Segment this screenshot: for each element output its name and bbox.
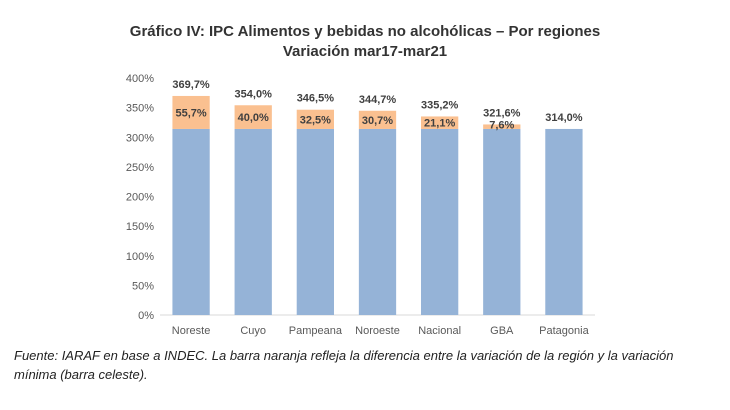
x-tick-label: Nacional <box>418 325 461 337</box>
y-tick-label: 250% <box>126 162 154 174</box>
x-tick-label: Noroeste <box>355 325 400 337</box>
chart-title: Gráfico IV: IPC Alimentos y bebidas no a… <box>129 23 601 40</box>
x-tick-label: Cuyo <box>240 325 266 337</box>
bar-base <box>234 128 272 315</box>
total-data-label: 321,6% <box>483 107 521 119</box>
difference-data-label: 30,7% <box>362 115 393 127</box>
total-data-label: 354,0% <box>235 88 273 100</box>
y-tick-label: 400% <box>126 73 154 85</box>
difference-data-label: 40,0% <box>238 112 269 124</box>
chart-subtitle: Variación mar17-mar21 <box>282 43 448 60</box>
bar-base <box>358 128 397 315</box>
difference-data-label: 21,1% <box>424 118 455 130</box>
bar-chart: 0% 50% 100% 150% 200% 250% 300% 350% 400% 369,7% 5… <box>126 73 595 337</box>
total-data-label: 369,7% <box>172 79 210 91</box>
y-tick-label: 200% <box>126 192 154 204</box>
x-tick-label: Noreste <box>172 325 211 337</box>
bar-base <box>172 128 210 315</box>
total-data-label: 344,7% <box>359 94 397 106</box>
x-tick-label: GBA <box>490 325 514 337</box>
y-tick-label: 350% <box>126 103 154 115</box>
total-data-label: 335,2% <box>421 99 459 111</box>
footnote: Fuente: IARAF en base a INDEC. La barra … <box>14 348 674 382</box>
bar-difference <box>483 124 521 129</box>
y-tick-label: 50% <box>132 280 154 292</box>
x-tick-label: Pampeana <box>289 325 343 337</box>
total-data-label: 346,5% <box>297 93 335 105</box>
bar-base <box>296 128 334 315</box>
total-data-label: 314,0% <box>545 112 583 124</box>
bar-base <box>545 128 583 315</box>
x-tick-label: Patagonia <box>539 325 589 337</box>
y-tick-label: 300% <box>126 132 154 144</box>
bar-difference <box>296 109 334 129</box>
bar-difference <box>234 105 272 129</box>
bar-base <box>421 128 459 315</box>
bar-difference <box>358 110 397 129</box>
bar-base <box>483 128 521 315</box>
difference-data-label: 32,5% <box>300 114 331 126</box>
y-tick-label: 150% <box>126 221 154 233</box>
y-tick-label: 0% <box>138 310 154 322</box>
difference-data-label: 55,7% <box>175 107 206 119</box>
y-tick-label: 100% <box>126 251 154 263</box>
bar-difference <box>172 95 210 129</box>
bar-difference <box>421 116 459 129</box>
difference-data-label: 7,6% <box>489 119 514 131</box>
